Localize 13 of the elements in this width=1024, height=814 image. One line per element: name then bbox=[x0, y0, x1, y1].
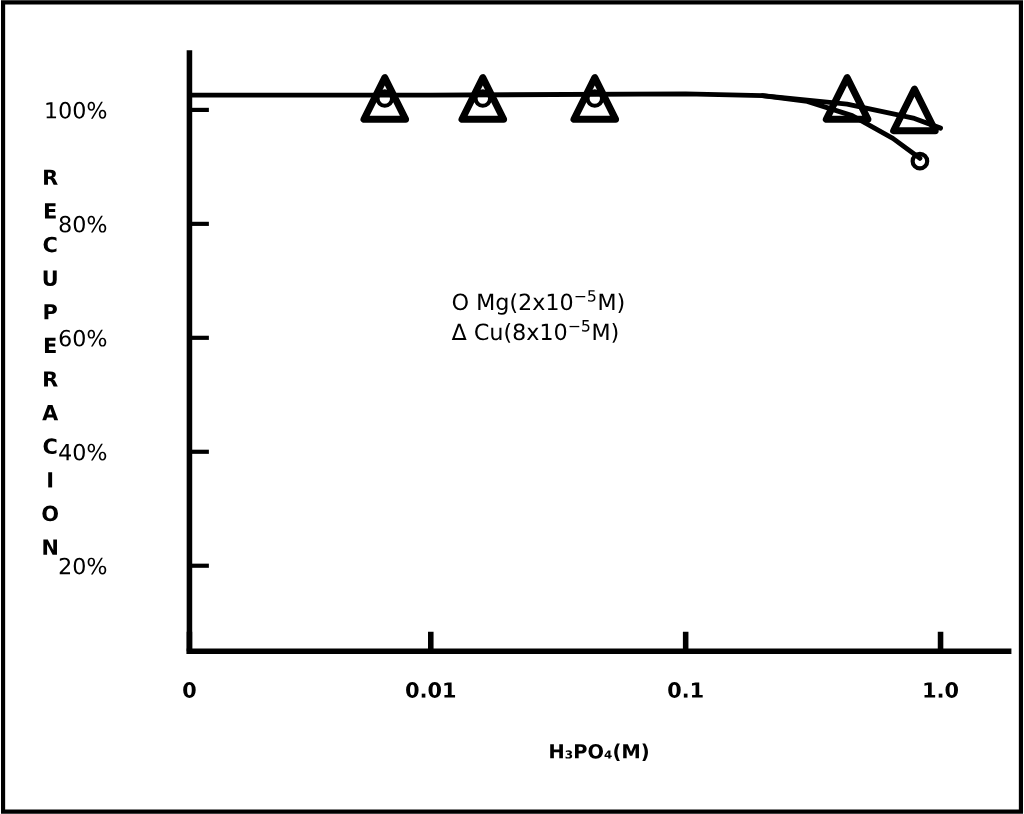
y-tick-label: 40% bbox=[59, 443, 107, 461]
annotation: Δ Cu(8x10$^{−5}$M) bbox=[451, 320, 618, 343]
annotation: O Mg(2x10$^{−5}$M) bbox=[452, 290, 624, 315]
x-tick-label: 0.1 bbox=[668, 682, 703, 698]
y-tick-label: 80% bbox=[59, 215, 107, 233]
text: RECUPERACION bbox=[42, 169, 59, 555]
x-axis-title: H₃PO₄(M) bbox=[550, 743, 648, 761]
y-tick-label: 100% bbox=[46, 101, 107, 119]
y-tick-label: 60% bbox=[59, 329, 107, 347]
x-tick-label: 0.01 bbox=[406, 682, 456, 698]
y-tick-label: 20% bbox=[59, 557, 107, 575]
x-tick-label: 0 bbox=[183, 682, 196, 698]
x-tick-label: 1.0 bbox=[924, 682, 958, 698]
